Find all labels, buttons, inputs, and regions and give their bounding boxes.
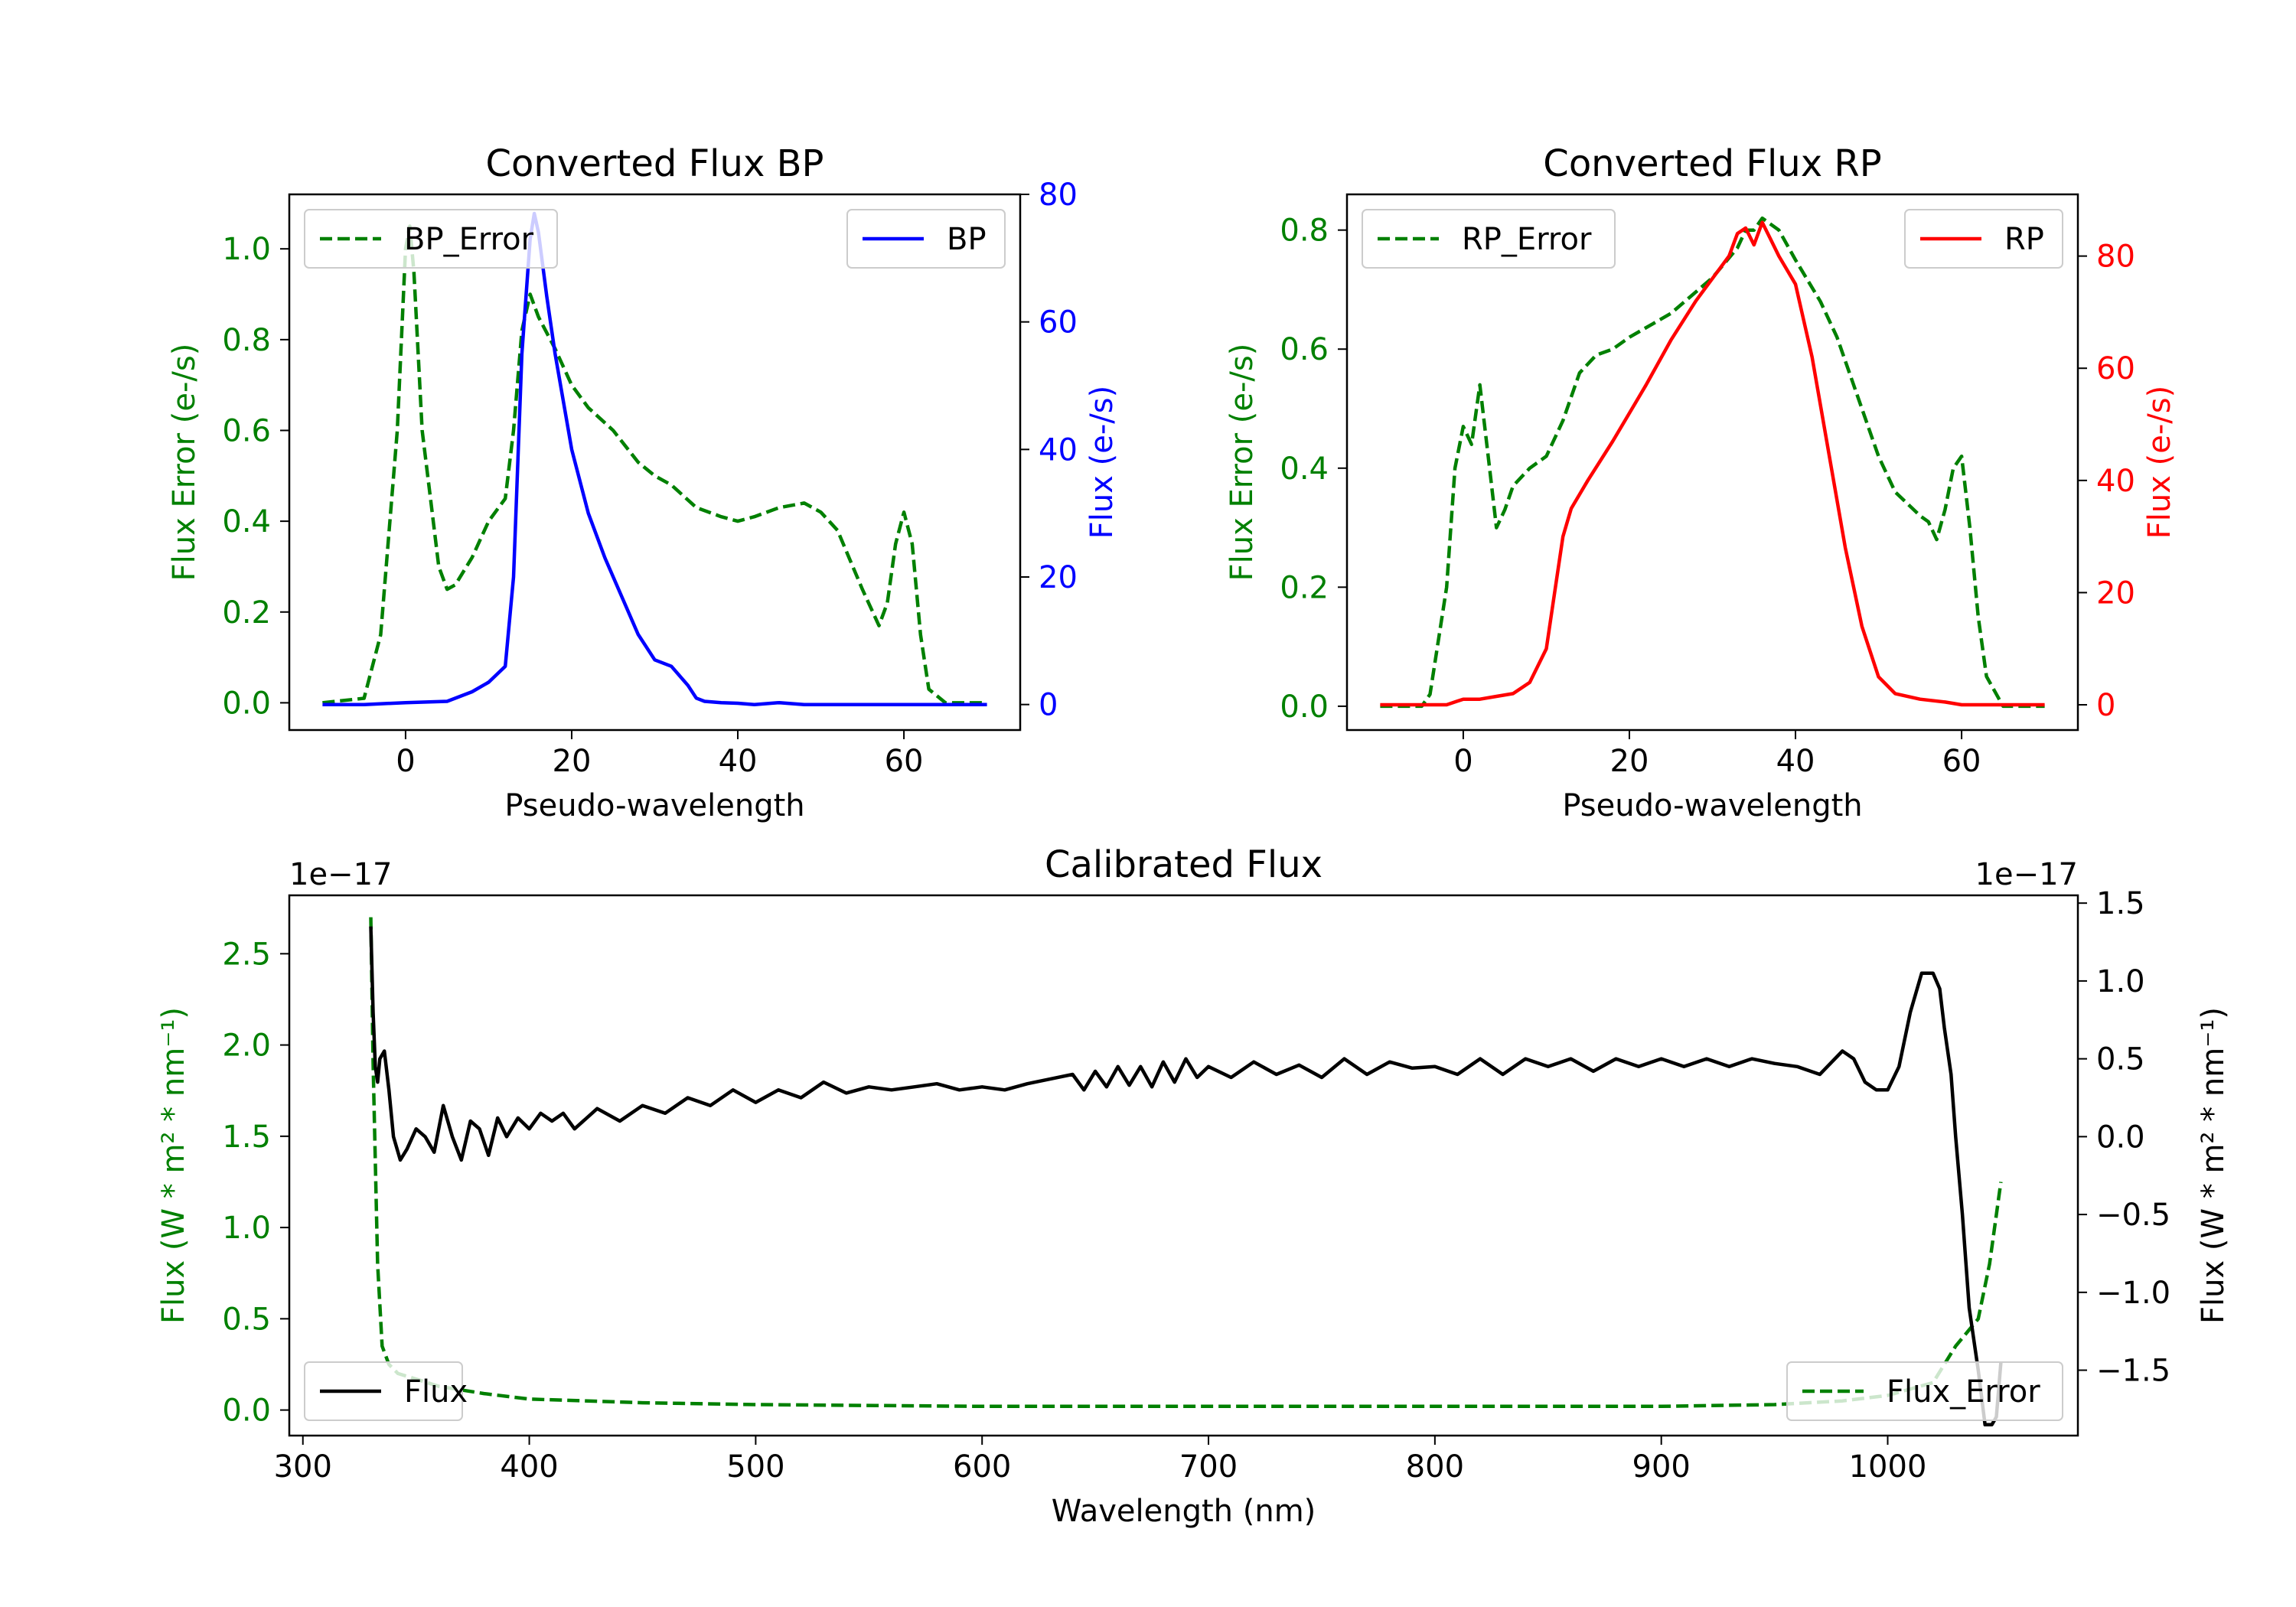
calibrated-x-tick-label: 500: [726, 1449, 784, 1485]
calibrated-left-y-tick-label: 2.0: [222, 1028, 271, 1064]
rp-chart-panel: 0 20 40 60 0.0 0.2 0.4 0.6 0.8 0 20 40 60 80 Converted…: [1225, 142, 2177, 823]
rp-right-y-tick-label: 60: [2096, 351, 2135, 386]
rp-x-tick-label: 40: [1776, 744, 1815, 779]
rp-left-y-axis-label: Flux Error (e-/s): [1225, 344, 1260, 582]
bp-legend-bp-label: BP: [947, 222, 987, 257]
bp-chart-title: Converted Flux BP: [486, 142, 824, 185]
bp-legend-bp-box: [846, 209, 1006, 269]
bp-left-y-tick-label: 1.0: [222, 232, 271, 267]
calibrated-right-offset-label: 1e−17: [1975, 857, 2078, 892]
bp-x-tick-label: 60: [885, 744, 924, 779]
calibrated-left-y-tick-label: 1.5: [222, 1120, 271, 1155]
bp-x-tick-label: 20: [553, 744, 592, 779]
calibrated-chart-title: Calibrated Flux: [1045, 843, 1322, 886]
calibrated-right-y-tick-label: 1.0: [2096, 964, 2145, 999]
bp-legend-bp-error-label: BP_Error: [404, 222, 534, 257]
calibrated-legend-flux-label: Flux: [404, 1374, 468, 1410]
rp-right-y-tick-label: 40: [2096, 464, 2135, 499]
bp-legend-bp-error-box: [304, 209, 558, 269]
bp-x-tick-label: 40: [719, 744, 758, 779]
rp-x-tick-label: 20: [1610, 744, 1649, 779]
calibrated-x-tick-label: 400: [500, 1449, 558, 1485]
calibrated-left-y-tick-label: 0.5: [222, 1302, 271, 1337]
rp-right-y-axis-label: Flux (e-/s): [2142, 386, 2177, 539]
bp-x-axis-label: Pseudo-wavelength: [504, 788, 804, 823]
bp-chart-panel: 0 20 40 60 0.0 0.2 0.4 0.6 0.8 1.0 0 20 40 60 80 Conver…: [167, 142, 1120, 823]
rp-left-y-tick-label: 0.8: [1280, 214, 1329, 249]
bp-right-y-tick-label: 40: [1039, 432, 1078, 468]
rp-left-y-tick-label: 0.6: [1280, 332, 1329, 367]
rp-axes-frame: [1345, 193, 2079, 732]
calibrated-legend-flux-error-label: Flux_Error: [1887, 1374, 2040, 1410]
rp-chart-title: Converted Flux RP: [1543, 142, 1881, 185]
calibrated-x-tick-label: 800: [1406, 1449, 1464, 1485]
rp-x-tick-label: 60: [1942, 744, 1981, 779]
calibrated-legend-flux-error-box: [1786, 1361, 2063, 1421]
calibrated-right-y-tick-label: −1.0: [2096, 1276, 2170, 1311]
rp-legend-rp-box: [1904, 209, 2063, 269]
bp-right-y-tick-label: 20: [1039, 560, 1078, 595]
calibrated-left-y-tick-label: 1.0: [222, 1211, 271, 1246]
rp-right-y-tick-label: 20: [2096, 575, 2135, 611]
rp-legend-rp-error-label: RP_Error: [1462, 222, 1592, 257]
rp-x-axis-label: Pseudo-wavelength: [1562, 788, 1862, 823]
calibrated-right-y-tick-label: 0.5: [2096, 1042, 2145, 1077]
calibrated-left-y-tick-label: 0.0: [222, 1393, 271, 1429]
bp-series-bp-error-line: [322, 224, 987, 705]
rp-right-y-tick-label: 0: [2096, 688, 2115, 723]
bp-right-y-tick-label: 60: [1039, 305, 1078, 341]
bp-left-y-tick-label: 0.2: [222, 595, 271, 631]
rp-x-tick-label: 0: [1453, 744, 1473, 779]
calibrated-right-y-tick-label: −0.5: [2096, 1198, 2170, 1233]
calibrated-legend-flux-box: [304, 1361, 463, 1421]
calibrated-series-flux-line: [369, 926, 2003, 1427]
calibrated-right-y-axis-label: Flux (W * m² * nm⁻¹): [2196, 1007, 2231, 1324]
bp-right-y-tick-label: 0: [1039, 688, 1058, 723]
calibrated-right-y-tick-label: −1.5: [2096, 1354, 2170, 1389]
bp-x-tick-label: 0: [396, 744, 415, 779]
rp-series-rp-line: [1380, 220, 2045, 707]
rp-series-rp-error-line: [1380, 216, 2045, 709]
bp-left-y-tick-label: 0.6: [222, 413, 271, 448]
rp-left-y-tick-label: 0.0: [1280, 689, 1329, 725]
calibrated-left-y-tick-label: 2.5: [222, 937, 271, 972]
calibrated-axes-frame: [288, 894, 2079, 1437]
bp-axes-frame: [288, 193, 1022, 732]
calibrated-x-tick-label: 700: [1179, 1449, 1238, 1485]
calibrated-right-y-tick-label: 1.5: [2096, 886, 2145, 921]
calibrated-x-tick-label: 1000: [1849, 1449, 1927, 1485]
rp-left-y-tick-label: 0.2: [1280, 570, 1329, 605]
rp-left-y-tick-label: 0.4: [1280, 451, 1329, 487]
bp-series-bp-line: [322, 211, 987, 706]
calibrated-x-tick-label: 900: [1632, 1449, 1691, 1485]
bp-right-y-tick-label: 80: [1039, 178, 1078, 213]
calibrated-left-offset-label: 1e−17: [289, 857, 392, 892]
rp-legend-rp-error-box: [1362, 209, 1616, 269]
calibrated-x-tick-label: 300: [274, 1449, 332, 1485]
rp-legend-rp-label: RP: [2004, 222, 2044, 257]
calibrated-chart-panel: 300 400 500 600 700 800 900 1000 0.0 0.5 1.0 1.5 2.0…: [156, 843, 2231, 1529]
calibrated-left-y-axis-label: Flux (W * m² * nm⁻¹): [156, 1007, 191, 1324]
calibrated-x-tick-label: 600: [953, 1449, 1011, 1485]
bp-left-y-tick-label: 0.4: [222, 504, 271, 539]
bp-left-y-axis-label: Flux Error (e-/s): [167, 344, 202, 582]
rp-right-y-tick-label: 80: [2096, 240, 2135, 275]
calibrated-right-y-tick-label: 0.0: [2096, 1120, 2145, 1155]
bp-right-y-axis-label: Flux (e-/s): [1084, 386, 1120, 539]
calibrated-x-axis-label: Wavelength (nm): [1052, 1494, 1316, 1529]
bp-left-y-tick-label: 0.8: [222, 323, 271, 358]
bp-left-y-tick-label: 0.0: [222, 686, 271, 721]
